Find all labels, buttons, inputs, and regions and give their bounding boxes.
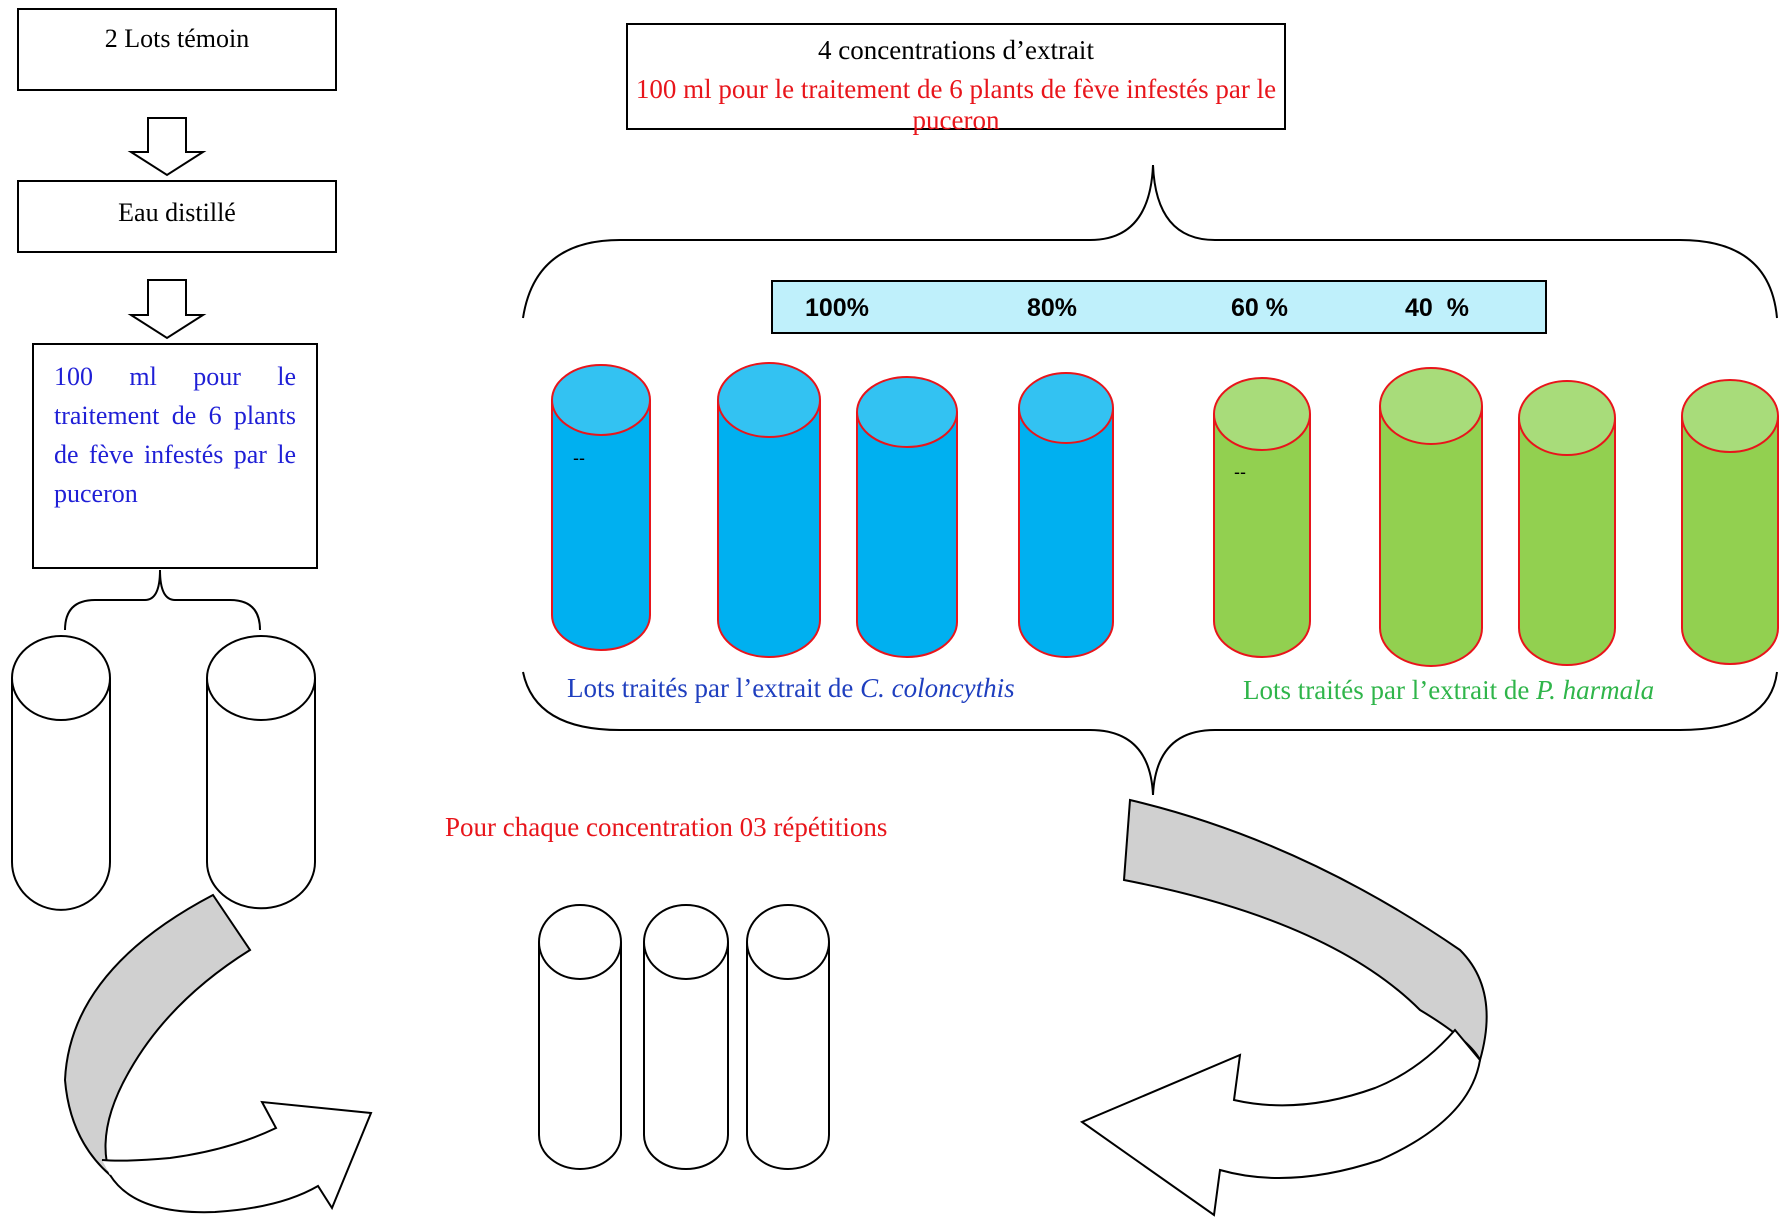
control-lots-title: 2 Lots témoin bbox=[104, 24, 250, 53]
green-tube-40 bbox=[1681, 379, 1779, 665]
control-treatment-box: 100 ml pour le traitement de 6 plants de… bbox=[32, 343, 318, 569]
repetitions-label: Pour chaque concentration 03 répétitions bbox=[445, 812, 888, 842]
harmala-group-label: Lots traités par l’extrait de P. harmala bbox=[1243, 675, 1654, 706]
green-tube-80 bbox=[1379, 367, 1483, 667]
colocynthis-group-label: Lots traités par l’extrait de C. coloncy… bbox=[567, 673, 1015, 704]
top-brace bbox=[522, 164, 1778, 319]
blue-tube-100 bbox=[551, 364, 651, 651]
green-tube-60 bbox=[1518, 380, 1616, 666]
control-treatment-text: 100 ml pour le traitement de 6 plants de… bbox=[54, 362, 296, 508]
control-lots-box: 2 Lots témoin bbox=[17, 8, 337, 91]
concentration-80: 80% bbox=[1027, 294, 1078, 322]
concentration-60: 60 % bbox=[1231, 294, 1288, 322]
repetition-tube-2 bbox=[643, 904, 729, 1170]
harmala-label-prefix: Lots traités par l’extrait de bbox=[1243, 675, 1537, 705]
control-brace bbox=[64, 569, 261, 631]
colocynthis-label-prefix: Lots traités par l’extrait de bbox=[567, 673, 861, 703]
concentration-100: 100% bbox=[805, 294, 869, 322]
control-tube-2 bbox=[206, 635, 316, 910]
control-tube-1 bbox=[11, 635, 111, 911]
tube-mark-2: -- bbox=[1234, 462, 1246, 482]
extract-treatment-text: 100 ml pour le traitement de 6 plants de… bbox=[635, 74, 1277, 135]
repetition-tube-1 bbox=[538, 904, 622, 1170]
down-arrow-1 bbox=[127, 117, 207, 177]
extract-concentrations-box: 4 concentrations d’extrait 100 ml pour l… bbox=[626, 23, 1286, 135]
blue-tube-60 bbox=[856, 376, 958, 658]
extract-concentrations-title: 4 concentrations d’extrait bbox=[818, 35, 1094, 65]
distilled-water-box: Eau distillé bbox=[17, 180, 337, 253]
colocynthis-species: C. coloncythis bbox=[860, 673, 1015, 703]
bottom-brace bbox=[522, 671, 1778, 796]
harmala-species: P. harmala bbox=[1536, 675, 1655, 705]
tube-mark-1: -- bbox=[573, 448, 585, 468]
distilled-water-label: Eau distillé bbox=[118, 198, 236, 227]
concentration-bar: 100% 80% 60 % 40 % bbox=[771, 280, 1547, 334]
blue-tube-40 bbox=[1018, 372, 1114, 658]
repetition-tube-3 bbox=[746, 904, 830, 1170]
blue-tube-80 bbox=[717, 362, 821, 658]
right-curved-arrow bbox=[1079, 798, 1488, 1217]
green-tube-100 bbox=[1213, 377, 1311, 658]
left-curved-arrow bbox=[63, 893, 373, 1214]
down-arrow-2 bbox=[127, 279, 207, 340]
concentration-40: 40 % bbox=[1405, 294, 1469, 322]
